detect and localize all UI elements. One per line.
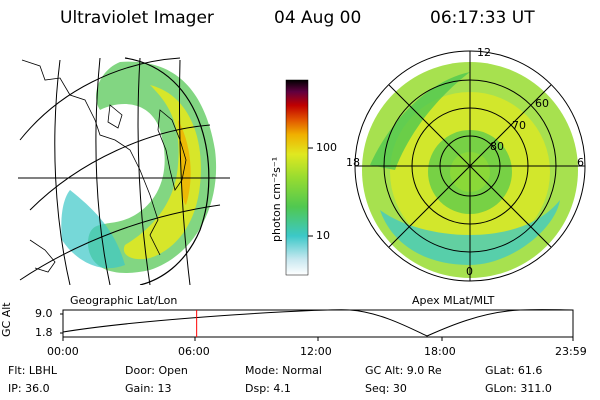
apex-caption: Apex MLat/MLT (412, 294, 495, 307)
mlat-label-70: 70 (512, 119, 526, 132)
footer-dsp: Dsp: 4.1 (245, 382, 291, 395)
geographic-caption: Geographic Lat/Lon (70, 294, 178, 307)
altitude-curve (62, 309, 574, 337)
mlt-label-0: 0 (466, 265, 473, 278)
altitude-xtick-1800: 18:00 (424, 345, 456, 358)
footer-ip: IP: 36.0 (8, 382, 50, 395)
footer-door: Door: Open (125, 364, 188, 377)
altitude-xtick-0000: 00:00 (47, 345, 79, 358)
colorbar-label-10: 10 (316, 229, 330, 242)
mlt-label-12: 12 (477, 46, 491, 59)
polar-image-panel (354, 50, 586, 282)
altitude-xtick-0600: 06:00 (178, 345, 210, 358)
colorbar-strip (285, 79, 309, 276)
footer-glon: GLon: 311.0 (485, 382, 552, 395)
altitude-ylabel: GC Alt (0, 302, 13, 337)
aurora-emission-lower (61, 190, 125, 269)
aurora-emission-core (178, 120, 191, 205)
footer-seq: Seq: 30 (365, 382, 407, 395)
footer-mode: Mode: Normal (245, 364, 322, 377)
footer-gc-alt: GC Alt: 9.0 Re (365, 364, 442, 377)
date-label: 04 Aug 00 (274, 8, 362, 28)
mlt-label-6: 6 (577, 156, 584, 169)
colorbar-label-100: 100 (316, 141, 337, 154)
mlt-label-18: 18 (346, 156, 360, 169)
instrument-title: Ultraviolet Imager (60, 8, 214, 28)
colorbar (285, 79, 313, 276)
time-label: 06:17:33 UT (430, 8, 535, 28)
altitude-ytick-low: 1.8 (35, 326, 53, 339)
colorbar-unit-label: photon cm⁻²s⁻¹ (270, 156, 283, 242)
altitude-plot (60, 309, 574, 341)
geographic-image-panel (18, 57, 230, 285)
mlat-label-80: 80 (490, 140, 504, 153)
altitude-plot-frame (62, 309, 574, 338)
footer-glat: GLat: 61.6 (485, 364, 543, 377)
altitude-xtick-2359: 23:59 (555, 345, 587, 358)
footer-gain: Gain: 13 (125, 382, 172, 395)
footer-filter: Flt: LBHL (8, 364, 57, 377)
mlat-label-60: 60 (535, 97, 549, 110)
altitude-ytick-high: 9.0 (35, 307, 53, 320)
altitude-xtick-1200: 12:00 (300, 345, 332, 358)
